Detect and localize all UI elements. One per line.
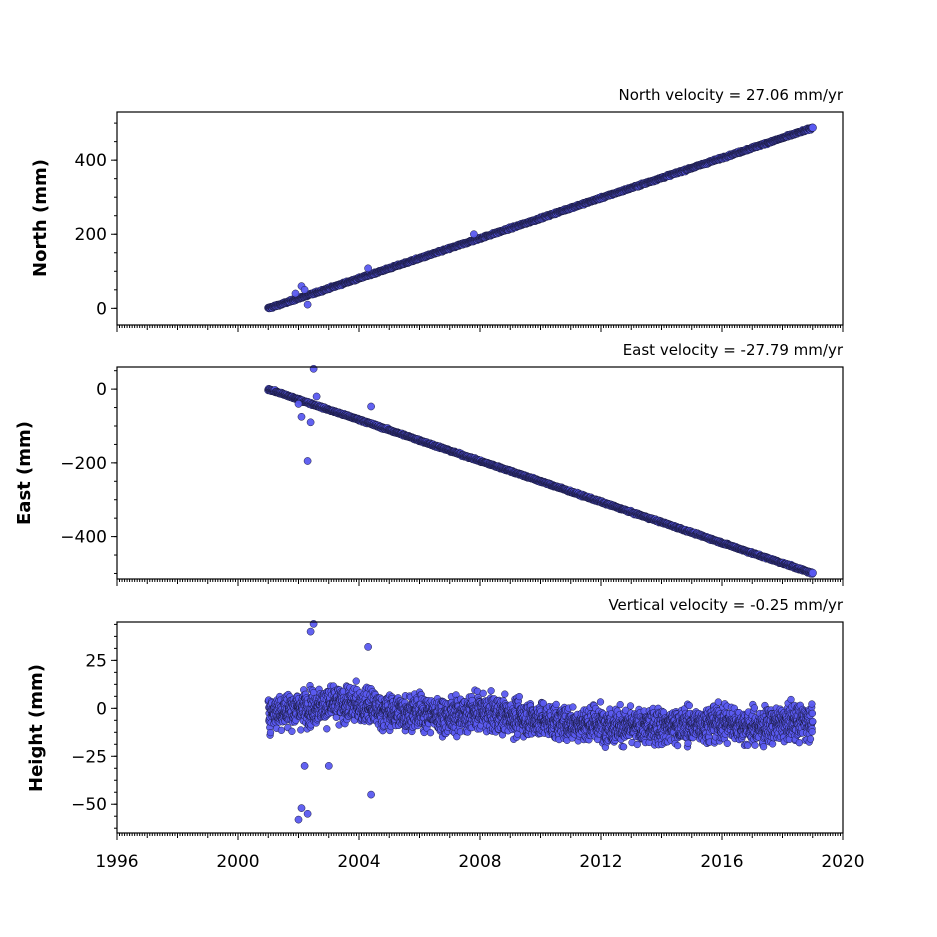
- height-point: [619, 743, 628, 751]
- height-point: [297, 726, 305, 734]
- east-ytick-label: −200: [60, 454, 107, 474]
- height-point: [626, 702, 635, 710]
- north-ytick-label: 400: [75, 151, 107, 171]
- north-point: [291, 289, 300, 298]
- east-point: [309, 364, 318, 373]
- height-point: [569, 703, 577, 711]
- north-ytick-label: 200: [75, 225, 107, 245]
- east-point: [297, 412, 306, 421]
- north-ylabel: North (mm): [30, 159, 51, 277]
- east-ytick-label: 0: [96, 380, 107, 400]
- height-point: [352, 677, 360, 685]
- east-point: [303, 457, 312, 465]
- height-point: [288, 727, 296, 735]
- height-title: Vertical velocity = -0.25 mm/yr: [608, 596, 843, 614]
- height-point: [596, 698, 605, 706]
- east-ylabel: East (mm): [14, 421, 35, 525]
- height-ylabel: Height (mm): [26, 664, 47, 792]
- north-point: [303, 300, 312, 309]
- north-ytick-label: 0: [96, 299, 107, 319]
- panel-north: North velocity = 27.06 mm/yr North (mm) …: [30, 86, 844, 332]
- height-point: [277, 726, 286, 734]
- east-point: [294, 400, 303, 408]
- north-points: [264, 123, 817, 313]
- east-point: [306, 418, 315, 427]
- east-point: [312, 392, 321, 401]
- height-point: [266, 728, 275, 737]
- height-point: [479, 689, 487, 697]
- height-point: [426, 729, 435, 737]
- east-title: East velocity = -27.79 mm/yr: [623, 341, 844, 359]
- height-point: [616, 700, 624, 709]
- height-point: [501, 690, 509, 698]
- height-point: [552, 700, 560, 709]
- north-title: North velocity = 27.06 mm/yr: [619, 86, 844, 104]
- north-point: [300, 285, 309, 294]
- height-point: [487, 687, 495, 695]
- north-point: [470, 230, 478, 239]
- east-ytick-label: −400: [60, 528, 107, 548]
- east-point: [808, 568, 817, 577]
- height-point: [323, 725, 331, 733]
- height-point: [515, 692, 523, 701]
- east-point: [367, 402, 375, 411]
- north-point: [364, 264, 372, 273]
- north-point: [808, 123, 817, 132]
